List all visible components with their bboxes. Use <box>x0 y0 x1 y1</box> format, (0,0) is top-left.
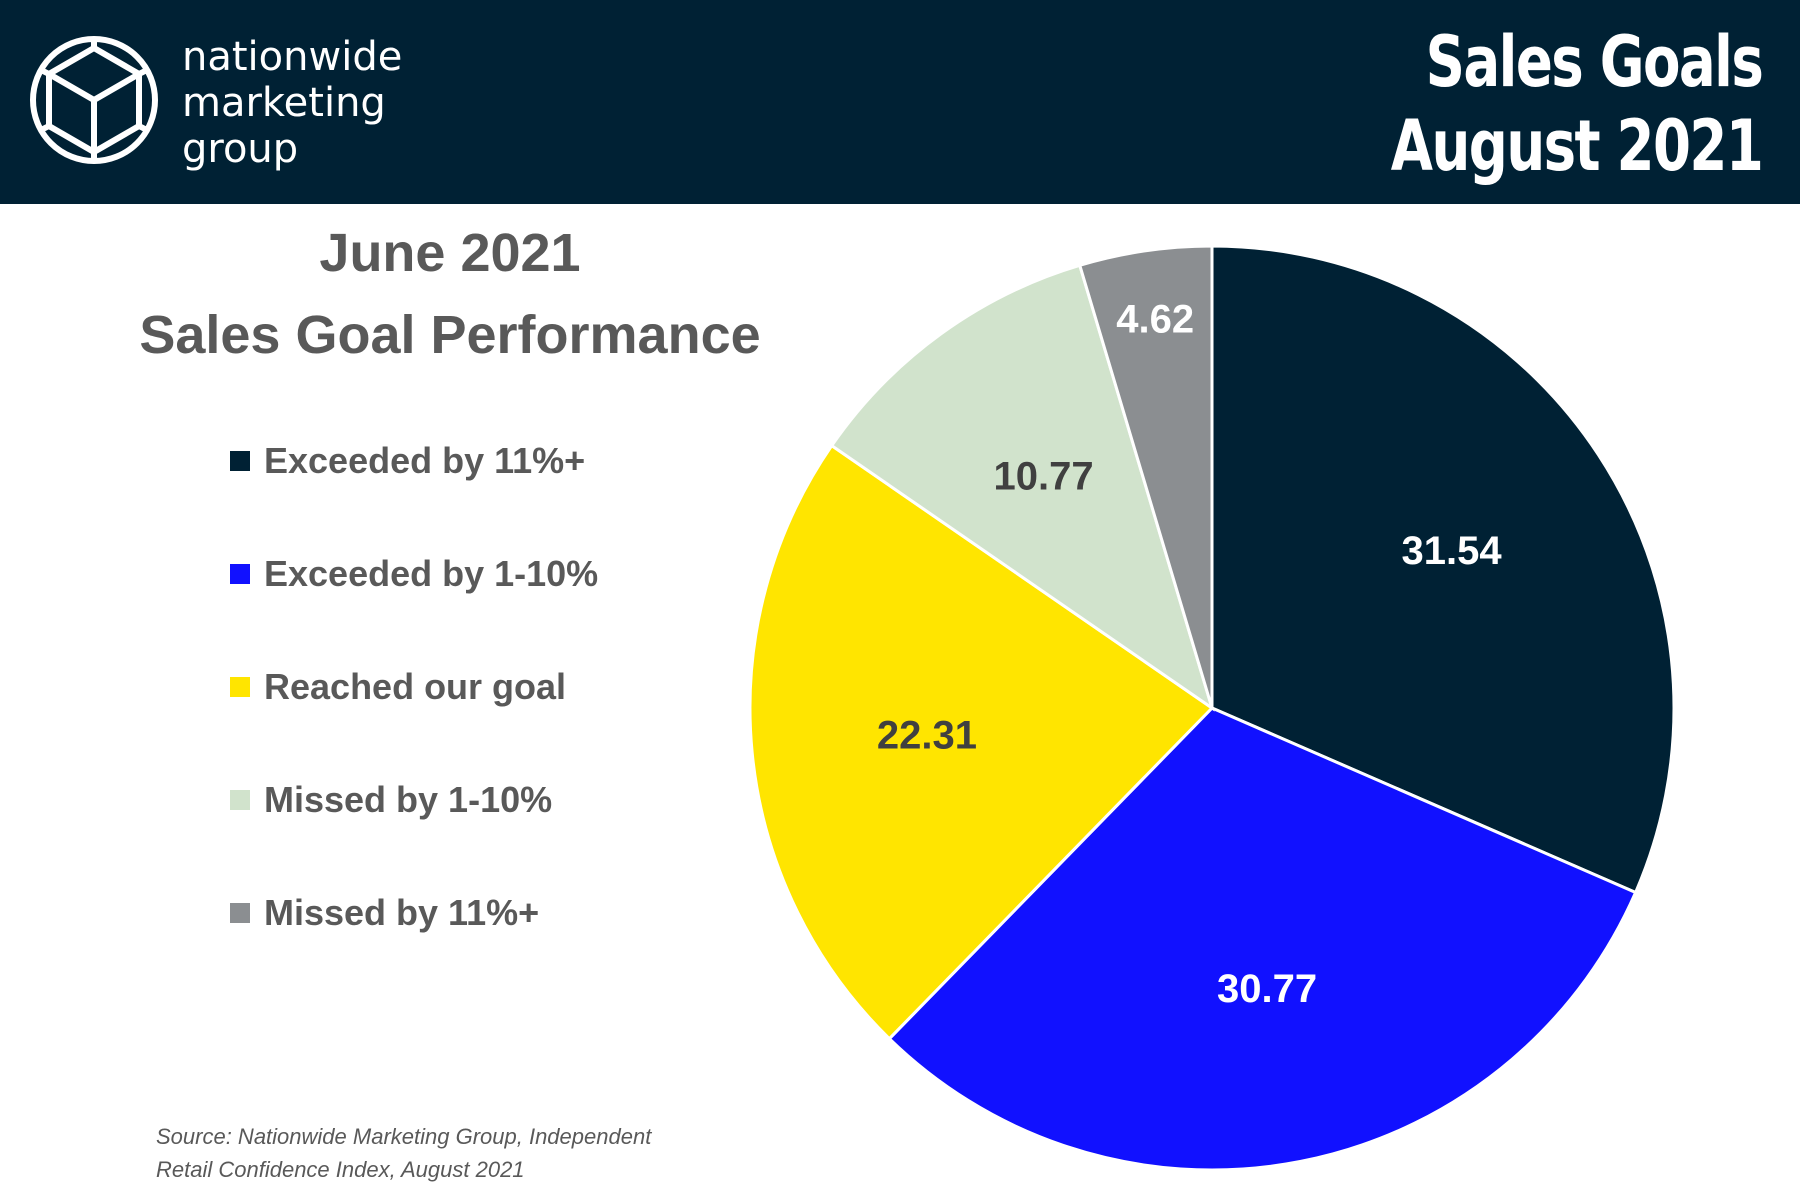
header-title: Sales Goals August 2021 <box>1390 20 1764 188</box>
legend-item: Missed by 1-10% <box>230 743 598 856</box>
pie-slice-exceeded-by-11pctplus <box>1210 244 1676 895</box>
header-bar: nationwide marketing group Sales Goals A… <box>0 0 1800 204</box>
data-label-missed-by-11pctplus: 4.62 <box>1116 297 1194 341</box>
chart-title-line-1: June 2021 <box>319 223 581 283</box>
data-label-reached-our-goal: 22.31 <box>877 714 977 758</box>
pie-slice-missed-by-11pctplus <box>1077 244 1214 709</box>
header-title-line-1: Sales Goals <box>1425 21 1763 103</box>
pie-slice-exceeded-by-1-10pct <box>887 706 1638 1172</box>
legend-label: Missed by 11%+ <box>264 891 540 933</box>
cube-logo-icon <box>30 36 158 164</box>
legend: Exceeded by 11%+ Exceeded by 1-10% Reach… <box>230 404 598 969</box>
data-label-missed-by-1-10pct: 10.77 <box>994 454 1094 498</box>
source-note: Source: Nationwide Marketing Group, Inde… <box>156 1120 776 1186</box>
data-label-exceeded-by-11pctplus: 31.54 <box>1402 529 1503 573</box>
legend-item: Missed by 11%+ <box>230 856 598 969</box>
legend-label: Missed by 1-10% <box>264 778 553 820</box>
chart-title: June 2021 Sales Goal Performance <box>100 212 800 376</box>
legend-swatch <box>230 902 250 923</box>
logo-wordmark: nationwide marketing group <box>182 34 402 172</box>
legend-label: Reached our goal <box>264 665 567 707</box>
source-line-2: Retail Confidence Index, August 2021 <box>156 1157 525 1182</box>
legend-item: Reached our goal <box>230 630 598 743</box>
logo-line-1: nationwide <box>182 34 403 80</box>
pie-slice-missed-by-1-10pct <box>829 263 1215 712</box>
legend-swatch <box>230 789 250 810</box>
legend-label: Exceeded by 1-10% <box>264 552 599 594</box>
data-label-exceeded-by-1-10pct: 30.77 <box>1217 967 1317 1011</box>
pie-slice-reached-our-goal <box>748 443 1215 1041</box>
logo-line-2: marketing <box>182 80 386 126</box>
logo-line-3: group <box>182 126 299 172</box>
legend-item: Exceeded by 1-10% <box>230 517 598 630</box>
legend-label: Exceeded by 11%+ <box>264 439 586 481</box>
legend-item: Exceeded by 11%+ <box>230 404 598 517</box>
source-line-1: Source: Nationwide Marketing Group, Inde… <box>156 1124 652 1149</box>
legend-swatch <box>230 563 250 584</box>
chart-title-line-2: Sales Goal Performance <box>139 305 761 365</box>
legend-swatch <box>230 676 250 697</box>
header-title-line-2: August 2021 <box>1390 105 1764 187</box>
legend-swatch <box>230 450 250 471</box>
